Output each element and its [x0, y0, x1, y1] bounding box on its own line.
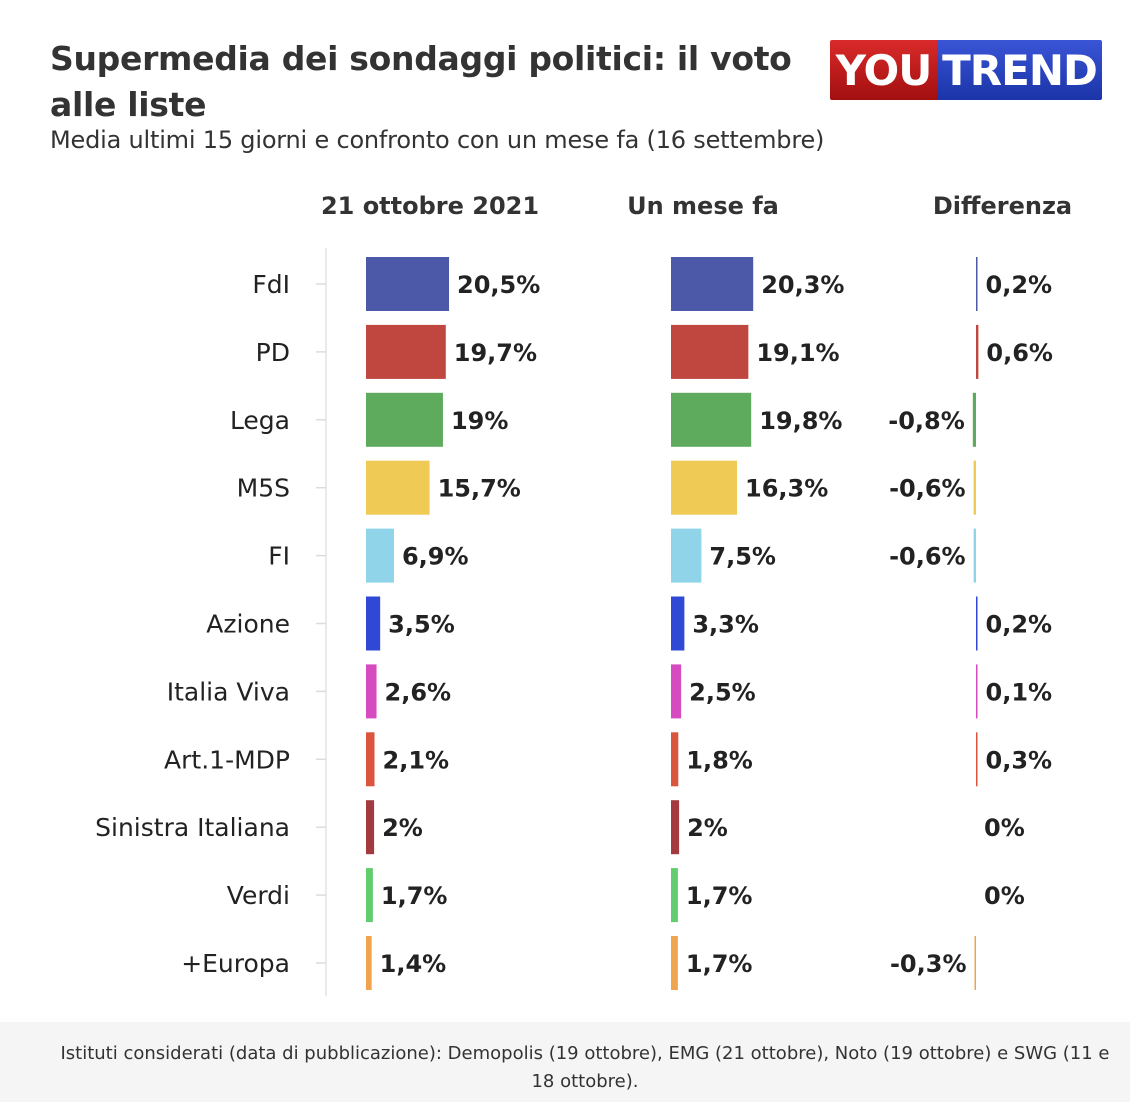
data-label-difference: 0,2% [986, 611, 1053, 639]
data-label-current: 6,9% [402, 543, 469, 571]
bar-current [366, 460, 430, 515]
data-label-month-ago: 1,8% [686, 746, 753, 774]
data-label-current: 2,6% [385, 678, 452, 706]
logo-you: YOU [830, 40, 937, 100]
bar-month-ago [671, 324, 749, 379]
bar-difference [973, 460, 976, 515]
bar-current [366, 800, 375, 855]
bar-difference [973, 528, 976, 583]
category-label: PD [256, 338, 290, 367]
chart-title: Supermedia dei sondaggi politici: il vot… [50, 39, 792, 124]
data-label-month-ago: 7,5% [709, 543, 776, 571]
data-label-current: 15,7% [438, 475, 521, 503]
data-label-month-ago: 16,3% [745, 475, 828, 503]
column-header-month-ago: Un mese fa [627, 192, 779, 220]
data-label-difference: -0,6% [889, 475, 966, 503]
bar-difference [976, 257, 978, 311]
bar-month-ago [671, 868, 678, 923]
bar-month-ago [671, 936, 678, 990]
youtrend-logo: YOU TREND [830, 40, 1102, 100]
data-label-current: 1,7% [381, 882, 448, 910]
data-label-difference: 0% [984, 814, 1025, 842]
bar-difference [976, 732, 978, 787]
bar-current [366, 868, 373, 923]
bar-month-ago [671, 732, 679, 787]
category-label: Verdi [227, 881, 290, 910]
bar-current [366, 324, 446, 379]
data-label-current: 20,5% [457, 271, 540, 299]
bar-month-ago [671, 596, 685, 651]
data-label-current: 19% [451, 407, 508, 435]
data-label-current: 19,7% [454, 339, 537, 367]
category-label: FI [268, 542, 290, 571]
data-label-month-ago: 1,7% [686, 882, 753, 910]
chart-subtitle: Media ultimi 15 giorni e confronto con u… [50, 126, 825, 154]
logo-trend: TREND [937, 40, 1102, 100]
bar-current [366, 596, 381, 651]
footnote: Istituti considerati (data di pubblicazi… [60, 1043, 1110, 1092]
bar-current [366, 257, 450, 311]
bar-month-ago [671, 528, 702, 583]
data-label-month-ago: 3,3% [692, 611, 759, 639]
bar-month-ago [671, 392, 752, 447]
data-label-difference: 0,3% [986, 746, 1053, 774]
bar-chart: FdI 20,5% 20,3% 0,2% PD 19,7% 19,1% 0,6% Lega 19%… [95, 248, 1053, 996]
data-label-current: 2,1% [383, 746, 450, 774]
data-label-difference: 0,2% [986, 271, 1053, 299]
category-label: M5S [237, 474, 290, 503]
bar-current [366, 528, 394, 583]
data-label-difference: -0,3% [890, 950, 967, 978]
footer-band [0, 1022, 1130, 1102]
category-label: Art.1-MDP [164, 745, 290, 774]
category-label: Azione [206, 610, 290, 639]
bar-difference [976, 324, 979, 379]
bar-current [366, 664, 377, 719]
bar-current [366, 392, 443, 447]
category-label: +Europa [181, 949, 290, 978]
bar-month-ago [671, 664, 682, 719]
column-header-current: 21 ottobre 2021 [320, 192, 540, 220]
bar-difference [976, 664, 978, 719]
data-label-difference: 0,1% [986, 678, 1053, 706]
category-label: Sinistra Italiana [95, 813, 290, 842]
bar-difference [974, 936, 976, 990]
data-label-current: 3,5% [388, 611, 455, 639]
data-label-difference: -0,6% [889, 543, 966, 571]
bar-month-ago [671, 800, 680, 855]
bar-current [366, 732, 375, 787]
bar-current [366, 936, 372, 990]
data-label-month-ago: 19,8% [759, 407, 842, 435]
category-label: FdI [252, 270, 290, 299]
bar-difference [976, 596, 978, 651]
data-label-month-ago: 2,5% [689, 678, 756, 706]
category-label: Italia Viva [167, 677, 290, 706]
category-label: Lega [230, 406, 290, 435]
data-label-month-ago: 20,3% [761, 271, 844, 299]
data-label-difference: -0,8% [888, 407, 965, 435]
data-label-difference: 0% [984, 882, 1025, 910]
bar-month-ago [671, 257, 754, 311]
bar-difference [972, 392, 976, 447]
data-label-current: 2% [382, 814, 423, 842]
column-header-difference: Differenza [932, 192, 1073, 220]
data-label-difference: 0,6% [986, 339, 1053, 367]
data-label-current: 1,4% [380, 950, 447, 978]
data-label-month-ago: 1,7% [686, 950, 753, 978]
data-label-month-ago: 19,1% [756, 339, 839, 367]
bar-month-ago [671, 460, 738, 515]
data-label-month-ago: 2% [687, 814, 728, 842]
